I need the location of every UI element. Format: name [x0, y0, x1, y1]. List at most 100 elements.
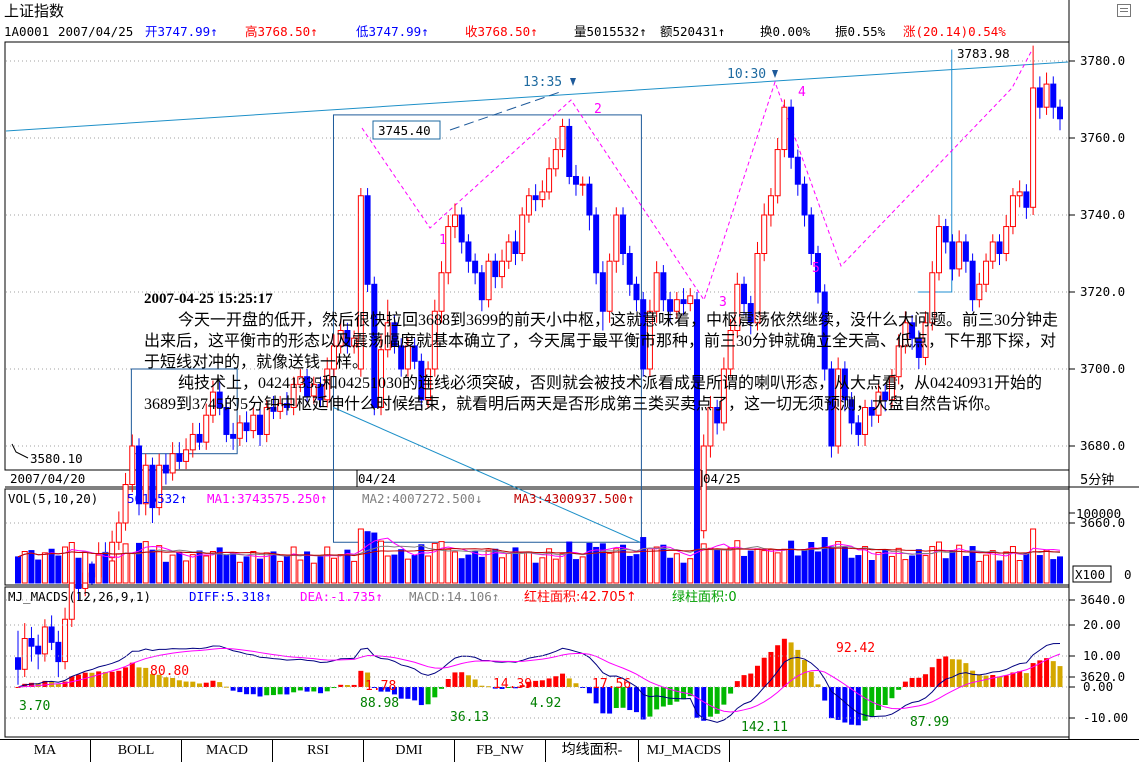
macd-histogram-bar — [391, 687, 397, 695]
volume-bar — [438, 541, 445, 584]
macd-histogram-bar — [499, 687, 505, 689]
candle-body — [969, 260, 976, 301]
tab-rsi[interactable]: RSI — [273, 740, 364, 762]
candle-body — [41, 626, 48, 655]
volume-bar — [169, 554, 176, 584]
macd-tick-label: 20.00 — [1083, 617, 1121, 632]
volume-bar — [532, 562, 539, 584]
volume-bar — [156, 545, 163, 584]
macd-histogram-bar — [741, 675, 747, 687]
tab-macd[interactable]: MACD — [182, 740, 273, 762]
macd-tick-label: 0.00 — [1083, 679, 1113, 694]
candle-body — [404, 345, 411, 370]
candle-body — [532, 195, 539, 201]
volume-bar — [283, 555, 290, 584]
volume-bar — [559, 553, 566, 584]
area-label-80-80: 80.80 — [150, 664, 189, 679]
candle-body — [572, 176, 579, 185]
area-label-17-56: 17.56 — [592, 677, 631, 692]
macd-histogram-bar — [929, 667, 935, 687]
box-label-frame — [372, 120, 441, 140]
candle-body — [767, 195, 774, 216]
macd-histogram-bar — [264, 687, 270, 696]
tab-ma[interactable]: MA — [0, 740, 91, 762]
macd-histogram-bar — [855, 687, 861, 726]
macd-area-labels: 3.70 80.80 1.78 88.98 36.13 14.39 4.92 1… — [19, 641, 949, 735]
macd-histogram-bar — [539, 680, 545, 687]
macd-histogram-bar — [143, 667, 149, 687]
volume-bar — [841, 546, 848, 584]
volume-bar — [88, 563, 95, 584]
candle-body — [841, 368, 848, 401]
candle-body — [250, 414, 257, 432]
macd-histogram-bar — [546, 678, 552, 687]
candle-body — [478, 272, 485, 301]
candle-body — [525, 195, 532, 216]
candle-body — [976, 283, 983, 301]
candle-body — [330, 345, 337, 370]
volume-bar — [15, 556, 21, 584]
macd-histogram-bar — [472, 679, 478, 687]
volume-bar — [747, 550, 754, 584]
candle-body — [344, 330, 351, 347]
candle-body — [216, 391, 223, 409]
macd-histogram-bar — [519, 685, 525, 687]
candle-body — [1016, 191, 1023, 197]
macd-histogram-bar — [963, 663, 969, 687]
tab-mj-macds[interactable]: MJ_MACDS — [639, 740, 730, 762]
candle-body — [566, 125, 573, 177]
macd-histogram-bar — [909, 677, 915, 687]
macd-tick-label: 10.00 — [1083, 648, 1121, 663]
candle-body — [62, 618, 69, 663]
macd-histogram-bar — [492, 687, 498, 689]
candle-body — [458, 214, 465, 243]
macd-histogram-bar — [123, 667, 129, 687]
volume-bar — [808, 542, 815, 584]
macd-histogram-bar — [445, 678, 451, 687]
volume-bar — [512, 547, 519, 584]
volume-bar — [915, 549, 922, 584]
candle-body — [983, 260, 990, 285]
volume-bar — [102, 551, 109, 584]
candle-body — [357, 195, 364, 370]
macd-histogram-bar — [983, 675, 989, 687]
macd-histogram-bar — [270, 687, 276, 696]
price-tick-label: 3760.0 — [1080, 130, 1125, 145]
area-label-87-99: 87.99 — [910, 715, 949, 730]
maximize-icon[interactable] — [1117, 4, 1131, 17]
wave-1-label: 1 — [439, 233, 447, 248]
candle-body — [472, 260, 479, 274]
volume-bar — [48, 548, 55, 584]
macd-histogram-bar — [432, 687, 438, 698]
macd-histogram-bar — [694, 687, 700, 718]
candle-body — [15, 657, 21, 670]
max-price-label: 3783.98 — [957, 46, 1010, 61]
candle-body — [848, 399, 855, 424]
macd-histogram-bar — [896, 687, 902, 690]
candle-body — [236, 422, 243, 439]
volume-bar — [223, 555, 230, 584]
tab-dmi[interactable]: DMI — [364, 740, 455, 762]
macd-histogram-bar — [640, 687, 646, 720]
volume-bar — [868, 560, 875, 584]
volume-ma-line — [17, 537, 1061, 558]
macd-histogram-bar — [176, 680, 182, 687]
macd-histogram-bar — [620, 687, 626, 708]
area-label-3-70: 3.70 — [19, 699, 50, 714]
macd-histogram-bar — [506, 687, 512, 688]
candle-body — [801, 183, 808, 216]
candle-body — [761, 214, 768, 254]
volume-bar — [754, 548, 761, 584]
macd-histogram-bar — [600, 687, 606, 714]
candle-body — [277, 403, 284, 412]
tab-fb-nw[interactable]: FB_NW — [455, 740, 546, 762]
tab-boll[interactable]: BOLL — [91, 740, 182, 762]
volume-bar — [297, 559, 304, 584]
tab-ma-area[interactable]: 均线面积- — [546, 740, 639, 762]
volume-bar — [1009, 546, 1016, 584]
candle-body — [230, 433, 237, 439]
macd-histogram-bar — [257, 687, 263, 697]
candle-body — [794, 156, 801, 185]
macd-histogram-bar — [627, 687, 633, 711]
volume-bar — [593, 546, 600, 584]
